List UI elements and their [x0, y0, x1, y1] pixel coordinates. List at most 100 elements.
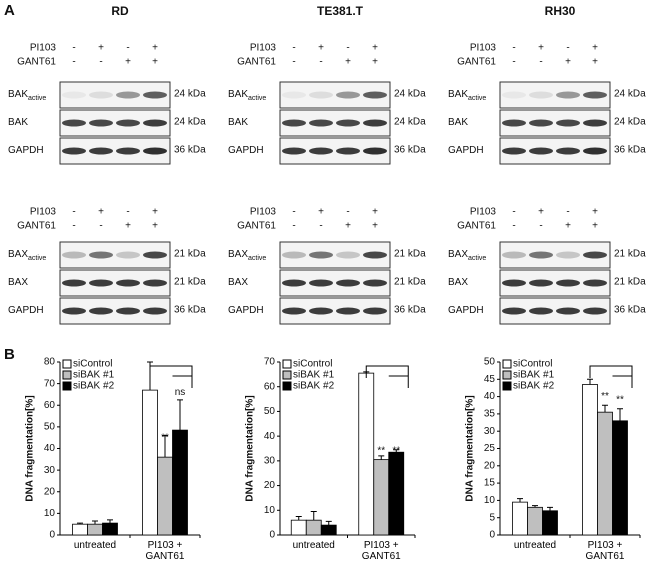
blot-band	[282, 147, 306, 155]
blot-band	[62, 279, 86, 287]
kda-label: 24 kDa	[174, 117, 206, 128]
y-tick-label: 10	[264, 505, 276, 516]
x-tick-label: untreated	[292, 540, 335, 551]
row-label: BAX	[228, 277, 248, 288]
treatment-sign: -	[512, 207, 515, 218]
y-tick-label: 0	[269, 530, 275, 541]
error-bar	[532, 505, 538, 508]
y-axis-title: DNA fragmentation[%]	[25, 395, 36, 501]
blot-band	[529, 279, 553, 287]
treatment-sign: +	[372, 221, 378, 232]
treatment-label: GANT61	[17, 57, 56, 68]
legend-label: siBAK #1	[293, 370, 335, 381]
row-label: GAPDH	[228, 305, 264, 316]
y-tick-label: 10	[44, 508, 56, 519]
row-label: BAKactive	[448, 89, 486, 102]
treatment-sign: -	[539, 57, 542, 68]
y-tick-label: 60	[44, 400, 56, 411]
row-label: BAK	[448, 117, 468, 128]
blot-band	[309, 119, 333, 127]
treatment-sign: -	[566, 43, 569, 54]
blot-band	[583, 147, 607, 155]
row-label: GAPDH	[448, 305, 484, 316]
treatment-sign: -	[512, 43, 515, 54]
treatment-sign: +	[592, 207, 598, 218]
blot-band	[309, 279, 333, 287]
bar	[142, 389, 158, 536]
y-tick-label: 45	[484, 374, 496, 385]
y-tick-label: 60	[264, 381, 276, 392]
blot-band	[143, 91, 167, 99]
row-label-subscript: active	[28, 255, 46, 262]
row-label: BAXactive	[8, 249, 46, 262]
treatment-sign: +	[565, 221, 571, 232]
treatment-sign: +	[538, 43, 544, 54]
kda-label: 36 kDa	[394, 305, 426, 316]
treatment-sign: +	[592, 221, 598, 232]
row-label-main: GAPDH	[8, 305, 44, 316]
row-label-main: BAK	[228, 89, 248, 100]
y-tick-label: 50	[264, 406, 276, 417]
blot-band	[336, 279, 360, 287]
blot-band	[556, 119, 580, 127]
blot-title: RD	[111, 4, 129, 18]
legend-swatch	[502, 381, 512, 391]
kda-label: 36 kDa	[174, 145, 206, 156]
blot-band	[363, 119, 387, 127]
annotation: **	[616, 395, 624, 406]
legend-swatch	[62, 381, 72, 391]
x-tick-label: PI103 + GANT61	[361, 540, 401, 562]
y-tick-label: 40	[264, 431, 276, 442]
treatment-sign: +	[98, 207, 104, 218]
blot-band	[116, 119, 140, 127]
blot-band	[282, 251, 306, 259]
treatment-sign: -	[99, 57, 102, 68]
blot-band	[62, 91, 86, 99]
error-bar	[617, 408, 623, 421]
treatment-sign: -	[319, 221, 322, 232]
treatment-sign: -	[72, 221, 75, 232]
row-label: GAPDH	[8, 305, 44, 316]
legend-swatch	[502, 370, 512, 380]
row-label-main: BAK	[448, 117, 468, 128]
annotation: **	[161, 432, 169, 443]
x-tick-label: untreated	[513, 540, 557, 551]
legend-label: siControl	[293, 359, 332, 370]
blot-band	[89, 91, 113, 99]
blot-band	[116, 251, 140, 259]
error-bar	[107, 519, 113, 524]
legend-swatch	[502, 359, 512, 369]
row-label-main: BAK	[448, 89, 468, 100]
treatment-sign: +	[125, 221, 131, 232]
blot-band	[529, 251, 553, 259]
row-label-main: BAX	[8, 249, 28, 260]
y-tick-label: 70	[44, 378, 56, 389]
kda-label: 36 kDa	[614, 305, 646, 316]
blot-band	[583, 307, 607, 315]
bar	[172, 429, 188, 536]
blot-band	[62, 147, 86, 155]
bar	[582, 384, 598, 536]
blot-band	[529, 91, 553, 99]
blot-band	[363, 251, 387, 259]
kda-label: 21 kDa	[174, 249, 206, 260]
kda-label: 21 kDa	[614, 277, 646, 288]
blot-band	[556, 279, 580, 287]
y-tick-label: 35	[484, 409, 496, 420]
bar	[102, 522, 118, 536]
treatment-sign: -	[99, 221, 102, 232]
row-label-main: BAK	[228, 117, 248, 128]
treatment-sign: +	[372, 207, 378, 218]
x-tick-label-box: untreated	[292, 540, 335, 551]
blot-band	[143, 279, 167, 287]
y-tick-label: 70	[264, 357, 276, 368]
y-tick-label: 30	[264, 455, 276, 466]
bar	[290, 519, 307, 536]
legend-label: siBAK #2	[513, 381, 555, 392]
treatment-sign: +	[125, 57, 131, 68]
treatment-sign: -	[512, 221, 515, 232]
blot-band	[556, 147, 580, 155]
treatment-sign: -	[512, 57, 515, 68]
kda-label: 24 kDa	[394, 89, 426, 100]
bar	[358, 372, 375, 536]
